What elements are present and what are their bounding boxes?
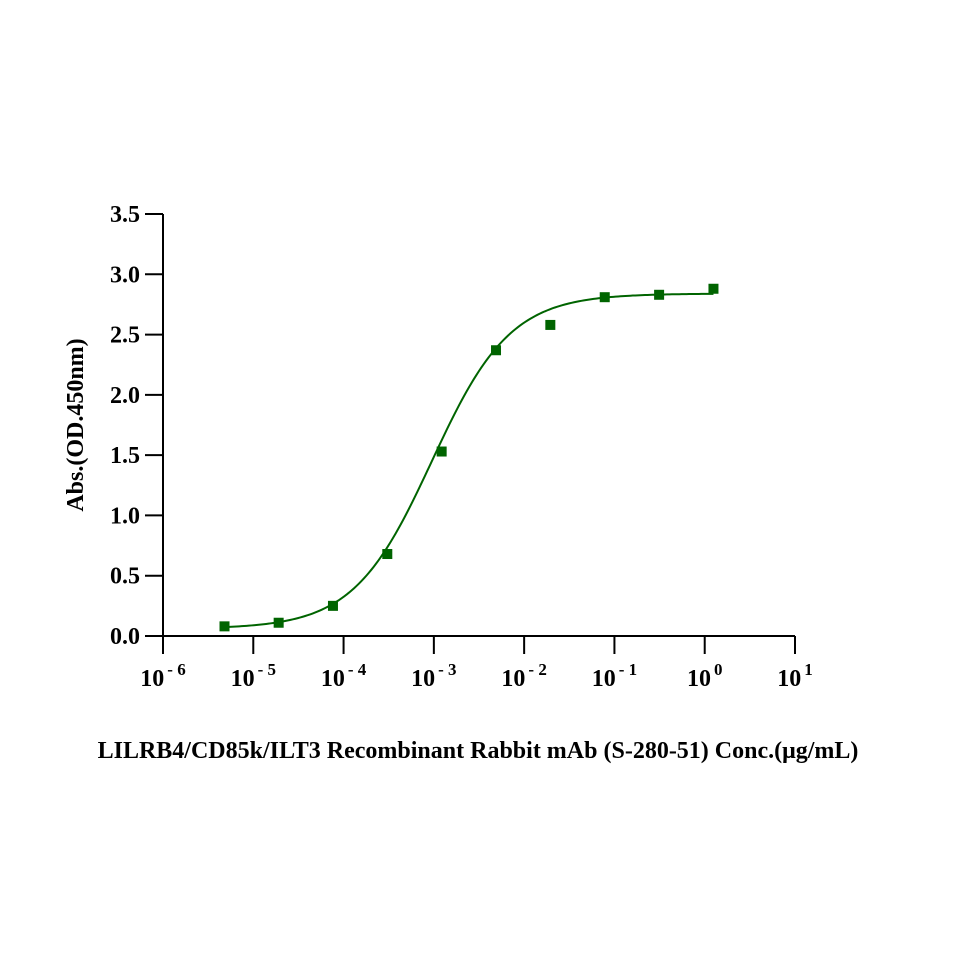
y-axis-title: Abs.(OD.450nm) bbox=[63, 338, 89, 511]
x-tick-label: 10- 4 bbox=[321, 660, 367, 692]
data-point bbox=[491, 345, 502, 356]
data-point bbox=[599, 292, 610, 303]
y-tick-label: 0.5 bbox=[110, 564, 140, 590]
x-tick-label: 10- 1 bbox=[592, 660, 637, 692]
y-axis-ticks: 0.0 0.5 1.0 1.5 2.0 2.5 3.0 3.5 bbox=[110, 202, 163, 650]
x-axis-title: LILRB4/CD85k/ILT3 Recombinant Rabbit mAb… bbox=[98, 738, 859, 764]
y-tick-label: 2.0 bbox=[110, 383, 140, 409]
y-tick-label: 1.0 bbox=[110, 503, 140, 529]
fit-curve bbox=[224, 292, 714, 629]
data-point bbox=[436, 446, 447, 457]
y-tick-label: 2.5 bbox=[110, 323, 140, 349]
data-point bbox=[708, 283, 719, 294]
y-tick-label: 1.5 bbox=[110, 443, 140, 469]
x-tick-label: 10- 3 bbox=[411, 660, 456, 692]
x-tick-label: 10- 5 bbox=[231, 660, 276, 692]
y-tick-label: 3.0 bbox=[110, 262, 140, 288]
y-tick-label: 0.0 bbox=[110, 624, 140, 650]
x-tick-label: 10- 2 bbox=[501, 660, 546, 692]
axes bbox=[162, 214, 795, 637]
data-point bbox=[654, 289, 665, 300]
x-tick-label: 10 1 bbox=[777, 660, 813, 692]
y-tick-label: 3.5 bbox=[110, 202, 140, 228]
data-point bbox=[327, 600, 338, 611]
data-point bbox=[273, 617, 284, 628]
x-tick-label: 10 0 bbox=[687, 660, 723, 692]
x-axis-ticks: 10- 6 10- 5 10- 4 10- 3 10- 2 10- 1 10 0 10 1 bbox=[140, 636, 813, 692]
data-point bbox=[382, 549, 393, 560]
data-point bbox=[219, 621, 230, 632]
x-tick-label: 10- 6 bbox=[140, 660, 185, 692]
data-point bbox=[545, 319, 556, 330]
data-points bbox=[219, 283, 719, 632]
